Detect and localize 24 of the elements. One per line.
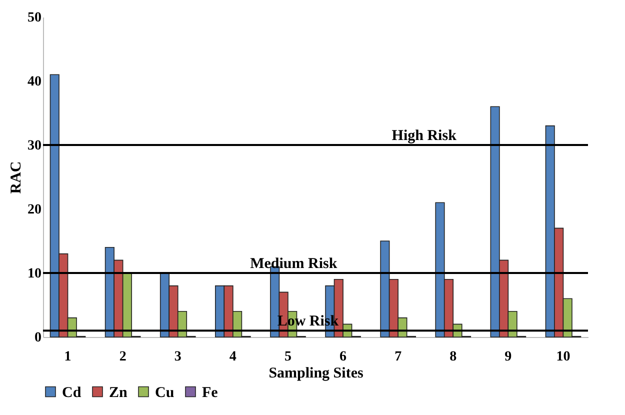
y-tick-label: 10	[28, 266, 42, 282]
y-axis-title: RAC	[8, 161, 24, 194]
x-tick-label: 6	[340, 350, 347, 364]
x-tick-label: 4	[229, 350, 236, 364]
y-tick-label: 30	[28, 138, 42, 154]
ref-line-label: Medium Risk	[250, 256, 338, 272]
x-tick-label: 2	[119, 350, 126, 364]
legend-label: Fe	[202, 384, 218, 401]
legend-label: Cu	[155, 384, 174, 401]
ref-line-label: High Risk	[392, 128, 458, 144]
x-tick-label: 8	[450, 350, 457, 364]
x-tick-label: 3	[174, 350, 182, 364]
y-tick-label: 50	[28, 10, 42, 26]
legend-label: Zn	[109, 384, 128, 401]
x-tick-label: 7	[394, 350, 402, 364]
x-tick-label: 1	[64, 350, 72, 364]
x-tick-label: 10	[556, 350, 570, 364]
x-tick-label: 9	[504, 350, 512, 364]
x-tick-label: 5	[284, 350, 292, 364]
x-axis-title: Sampling Sites	[268, 366, 364, 382]
y-tick-label: 40	[28, 74, 42, 90]
y-tick-label: 20	[28, 202, 42, 218]
legend-label: Cd	[62, 384, 82, 401]
y-tick-label: 0	[34, 330, 42, 346]
